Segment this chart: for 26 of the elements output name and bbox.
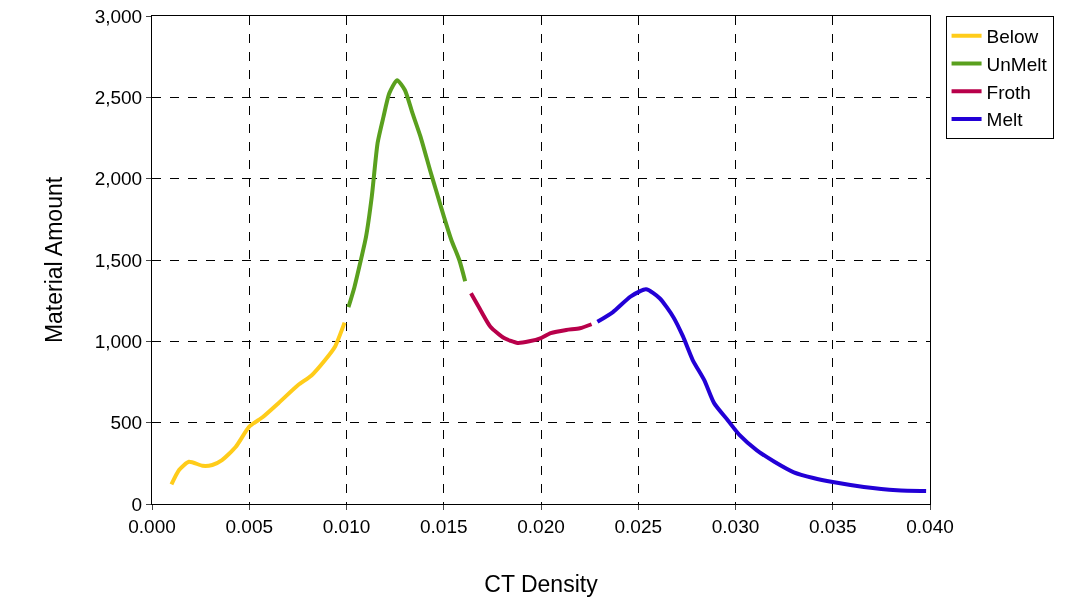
legend-label: Below xyxy=(986,26,1039,48)
y-axis-title: Material Amount xyxy=(41,176,68,344)
line-series xyxy=(169,320,347,487)
x-axis-title: CT Density xyxy=(484,571,599,598)
x-tick-label: 0.005 xyxy=(225,515,274,537)
y-tick-label: 2,500 xyxy=(94,86,143,108)
legend-label: UnMelt xyxy=(986,53,1048,75)
y-tick-label: 3,000 xyxy=(94,5,143,27)
y-tick-label: 1,500 xyxy=(94,249,143,271)
x-tick-label: 0.015 xyxy=(419,515,468,537)
line-series xyxy=(468,291,594,345)
x-tick-label: 0.030 xyxy=(711,515,760,537)
y-tick-label: 0 xyxy=(131,493,143,515)
line-series xyxy=(346,78,468,310)
legend-label: Froth xyxy=(986,81,1031,103)
y-tick-label: 500 xyxy=(110,412,143,434)
x-tick-label: 0.035 xyxy=(808,515,857,537)
x-tick-label: 0.040 xyxy=(906,515,954,537)
x-tick-label: 0.000 xyxy=(128,515,176,537)
legend-label: Melt xyxy=(986,109,1024,131)
y-tick-label: 2,000 xyxy=(94,168,143,190)
y-tick-label: 1,000 xyxy=(94,330,143,352)
x-tick-label: 0.010 xyxy=(322,515,371,537)
line-series xyxy=(595,287,929,493)
x-tick-label: 0.025 xyxy=(614,515,663,537)
x-tick-label: 0.020 xyxy=(517,515,565,537)
